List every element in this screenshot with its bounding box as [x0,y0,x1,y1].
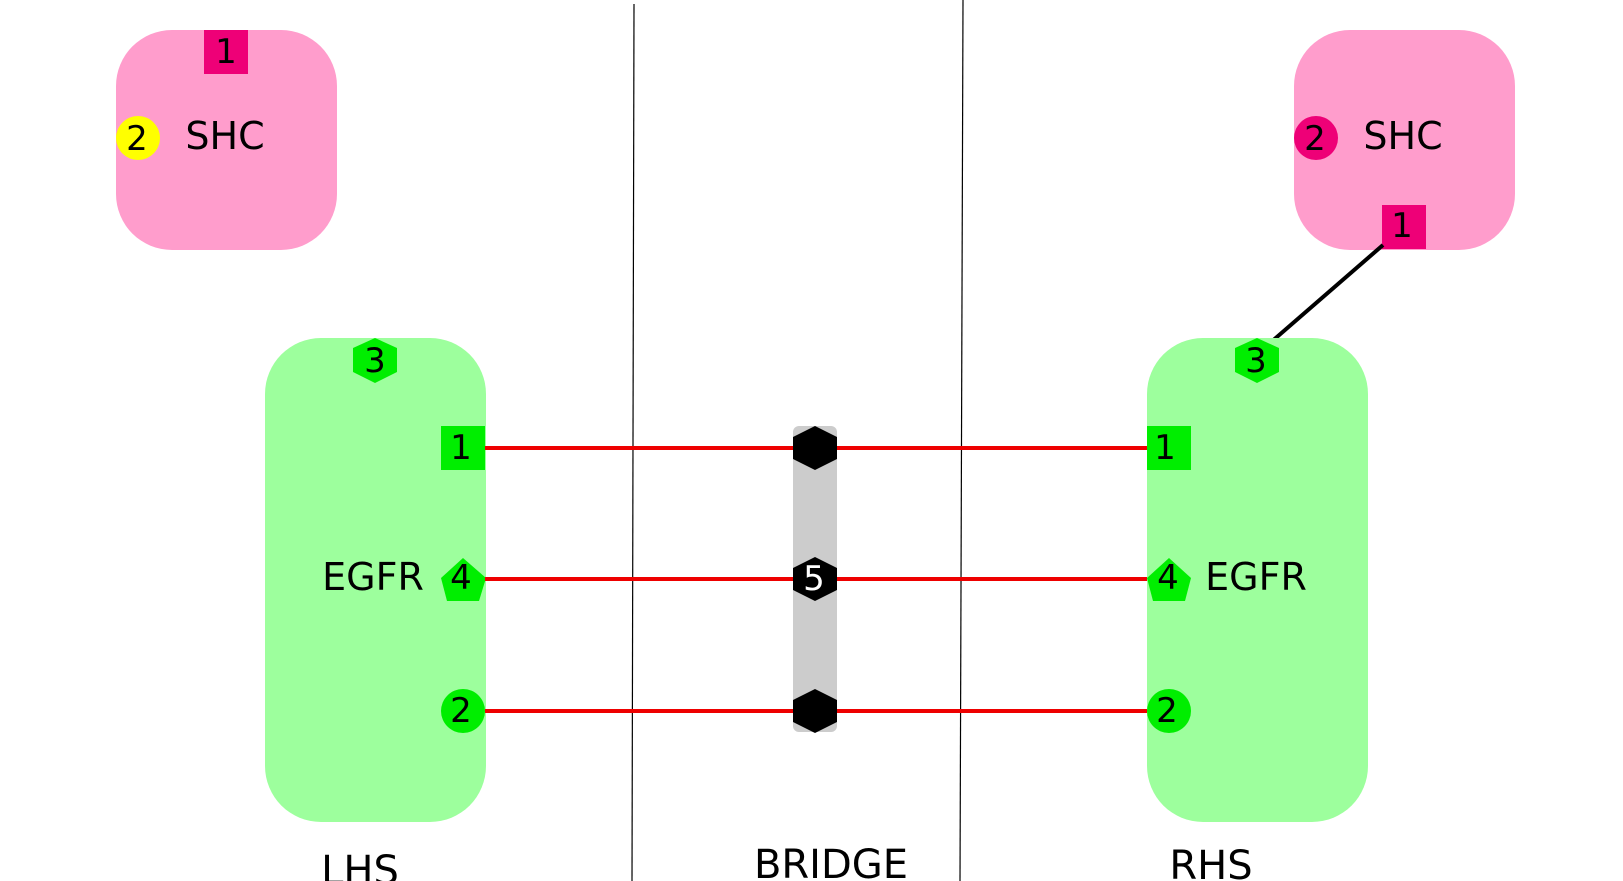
circle-site-icon [1147,689,1191,733]
circle-site-icon [441,689,485,733]
rhs-shc-site-1: 1 [1382,205,1426,249]
hexagon-site-icon [353,338,397,383]
lhs-egfr-site-3: 3 [353,338,397,383]
rhs-egfr-agent: EGFR 3 1 4 2 [1147,338,1368,822]
svg-text:2: 2 [1156,691,1178,731]
lhs-shc-agent: SHC 1 2 [116,30,337,250]
square-site-icon [1147,426,1191,470]
lhs-egfr-site-1: 1 [441,426,485,470]
pentagon-site-icon [1147,558,1191,601]
lhs-shc-site-1: 1 [204,30,248,74]
rhs-egfr-body [1147,338,1368,822]
lhs-egfr-label: EGFR [322,555,424,599]
section-label-bridge: BRIDGE [754,842,908,881]
rhs-egfr-site-3: 3 [1235,338,1279,383]
svg-text:2: 2 [450,691,472,731]
svg-text:4: 4 [1157,558,1179,598]
rhs-shc-body [1294,30,1515,250]
bridge-node-label: 5 [803,559,825,599]
square-site-icon [441,426,485,470]
lhs-shc-body [116,30,337,250]
bridge-node-top [793,426,837,470]
rhs-shc-label: SHC [1363,114,1442,158]
rhs-shc-agent: SHC 2 1 [1294,30,1515,250]
circle-site-icon [116,116,160,160]
rhs-shc-site-2: 2 [1294,116,1338,160]
svg-text:1: 1 [1154,428,1176,468]
rhs-egfr-label: EGFR [1205,555,1307,599]
svg-text:2: 2 [1304,119,1326,159]
svg-text:4: 4 [450,558,472,598]
svg-text:1: 1 [215,32,237,72]
rhs-egfr-site-1: 1 [1147,426,1191,470]
svg-text:1: 1 [450,428,472,468]
svg-text:2: 2 [126,119,148,159]
square-site-icon [204,30,248,74]
lhs-egfr-body [265,338,486,822]
section-label-lhs: LHS [321,848,399,881]
bridge-connector: 5 [485,426,1148,733]
section-label-rhs: RHS [1169,843,1252,881]
divider-right [959,0,964,881]
lhs-shc-label: SHC [185,114,264,158]
pentagon-site-icon [441,558,486,601]
bridge-node-bottom [793,689,837,733]
lhs-egfr-site-4: 4 [441,558,486,601]
lhs-shc-site-2: 2 [116,116,160,160]
lhs-egfr-agent: EGFR 3 1 4 2 [265,338,486,822]
circle-site-icon [1294,116,1338,160]
rhs-egfr-site-4: 4 [1147,558,1191,601]
bridge-node-middle: 5 [793,557,837,601]
square-site-icon [1382,205,1426,249]
rhs-egfr-site-2: 2 [1147,689,1191,733]
svg-text:1: 1 [1391,206,1413,246]
divider-left [631,3,635,881]
bond-shc-egfr [1268,243,1385,345]
svg-text:3: 3 [1245,341,1267,381]
svg-text:3: 3 [364,341,386,381]
hexagon-node-icon [793,557,837,601]
lhs-egfr-site-2: 2 [441,689,485,733]
hexagon-site-icon [1235,338,1279,383]
